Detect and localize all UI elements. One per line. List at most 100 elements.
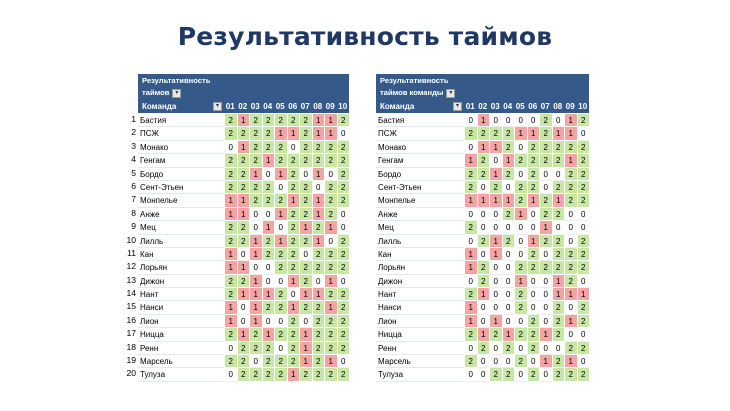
result-cell[interactable]: 1 bbox=[249, 301, 262, 315]
result-cell[interactable]: 1 bbox=[224, 207, 237, 222]
result-cell[interactable]: 2 bbox=[564, 194, 577, 208]
result-cell[interactable]: 2 bbox=[526, 154, 539, 168]
table-row[interactable]: Лорьян 1 2 0 0 2 2 2 2 2 2 bbox=[376, 261, 589, 275]
result-cell[interactable]: 0 bbox=[489, 288, 502, 302]
result-cell[interactable]: 0 bbox=[576, 207, 589, 222]
result-cell[interactable]: 0 bbox=[261, 274, 274, 289]
result-cell[interactable]: 2 bbox=[489, 180, 502, 195]
result-cell[interactable]: 2 bbox=[336, 301, 349, 315]
result-cell[interactable]: 0 bbox=[336, 207, 349, 222]
result-cell[interactable]: 2 bbox=[539, 207, 552, 222]
result-cell[interactable]: 2 bbox=[576, 341, 589, 356]
result-cell[interactable]: 0 bbox=[464, 341, 477, 356]
result-cell[interactable]: 2 bbox=[526, 314, 539, 329]
result-cell[interactable]: 2 bbox=[336, 341, 349, 356]
result-cell[interactable]: 2 bbox=[224, 154, 237, 168]
result-cell[interactable]: 0 bbox=[539, 247, 552, 262]
result-cell[interactable]: 2 bbox=[299, 261, 312, 275]
result-cell[interactable]: 1 bbox=[489, 247, 502, 262]
result-cell[interactable]: 2 bbox=[236, 221, 249, 235]
result-cell[interactable]: 2 bbox=[576, 247, 589, 262]
result-cell[interactable]: 2 bbox=[564, 274, 577, 289]
result-cell[interactable]: 2 bbox=[224, 355, 237, 369]
result-cell[interactable]: 0 bbox=[551, 341, 564, 356]
result-cell[interactable]: 0 bbox=[464, 207, 477, 222]
result-cell[interactable]: 1 bbox=[286, 368, 299, 382]
result-cell[interactable]: 1 bbox=[261, 221, 274, 235]
result-cell[interactable]: 2 bbox=[286, 180, 299, 195]
result-cell[interactable]: 1 bbox=[514, 207, 527, 222]
result-cell[interactable]: 2 bbox=[514, 180, 527, 195]
result-cell[interactable]: 0 bbox=[261, 207, 274, 222]
filter-dropdown-icon[interactable]: ▾ bbox=[172, 88, 182, 98]
result-cell[interactable]: 2 bbox=[336, 114, 349, 128]
result-cell[interactable]: 2 bbox=[286, 207, 299, 222]
result-cell[interactable]: 1 bbox=[539, 328, 552, 342]
result-cell[interactable]: 1 bbox=[539, 221, 552, 235]
result-cell[interactable]: 0 bbox=[299, 314, 312, 329]
result-cell[interactable]: 1 bbox=[224, 314, 237, 329]
result-cell[interactable]: 0 bbox=[476, 301, 489, 315]
result-cell[interactable]: 2 bbox=[526, 328, 539, 342]
result-cell[interactable]: 2 bbox=[551, 180, 564, 195]
result-cell[interactable]: 2 bbox=[311, 301, 324, 315]
result-cell[interactable]: 2 bbox=[539, 261, 552, 275]
result-cell[interactable]: 1 bbox=[476, 288, 489, 302]
result-cell[interactable]: 0 bbox=[249, 221, 262, 235]
result-cell[interactable]: 0 bbox=[539, 301, 552, 315]
result-cell[interactable]: 1 bbox=[249, 234, 262, 248]
result-cell[interactable]: 1 bbox=[286, 274, 299, 289]
result-cell[interactable]: 2 bbox=[286, 355, 299, 369]
result-cell[interactable]: 2 bbox=[501, 368, 514, 382]
result-cell[interactable]: 1 bbox=[564, 154, 577, 168]
result-cell[interactable]: 2 bbox=[286, 234, 299, 248]
result-cell[interactable]: 2 bbox=[526, 167, 539, 181]
result-cell[interactable]: 1 bbox=[564, 288, 577, 302]
result-cell[interactable]: 0 bbox=[336, 127, 349, 141]
result-cell[interactable]: 1 bbox=[489, 194, 502, 208]
result-cell[interactable]: 2 bbox=[324, 328, 337, 342]
result-cell[interactable]: 2 bbox=[236, 355, 249, 369]
result-cell[interactable]: 1 bbox=[286, 301, 299, 315]
table-row[interactable]: Тулуза 0 2 2 2 2 1 2 2 2 2 bbox=[138, 368, 349, 382]
result-cell[interactable]: 2 bbox=[311, 355, 324, 369]
result-cell[interactable]: 1 bbox=[286, 194, 299, 208]
result-cell[interactable]: 2 bbox=[311, 341, 324, 356]
result-cell[interactable]: 2 bbox=[286, 154, 299, 168]
result-cell[interactable]: 1 bbox=[464, 314, 477, 329]
result-cell[interactable]: 2 bbox=[336, 167, 349, 181]
result-cell[interactable]: 2 bbox=[261, 341, 274, 356]
result-cell[interactable]: 0 bbox=[224, 140, 237, 155]
result-cell[interactable]: 0 bbox=[261, 261, 274, 275]
result-cell[interactable]: 2 bbox=[551, 355, 564, 369]
result-cell[interactable]: 2 bbox=[514, 154, 527, 168]
result-cell[interactable]: 2 bbox=[576, 368, 589, 382]
result-cell[interactable]: 0 bbox=[274, 221, 287, 235]
result-cell[interactable]: 2 bbox=[311, 154, 324, 168]
result-cell[interactable]: 2 bbox=[514, 288, 527, 302]
table-row[interactable]: Лион 1 0 1 0 0 2 0 2 1 2 bbox=[376, 314, 589, 329]
result-cell[interactable]: 1 bbox=[274, 207, 287, 222]
result-cell[interactable]: 2 bbox=[514, 261, 527, 275]
result-cell[interactable]: 2 bbox=[224, 274, 237, 289]
result-cell[interactable]: 1 bbox=[311, 127, 324, 141]
result-cell[interactable]: 2 bbox=[526, 368, 539, 382]
result-cell[interactable]: 2 bbox=[324, 247, 337, 262]
result-cell[interactable]: 1 bbox=[476, 114, 489, 128]
result-cell[interactable]: 0 bbox=[514, 314, 527, 329]
table-row[interactable]: Лорьян 1 1 0 0 2 2 2 2 2 2 bbox=[138, 261, 349, 275]
result-cell[interactable]: 2 bbox=[324, 207, 337, 222]
result-cell[interactable]: 1 bbox=[501, 194, 514, 208]
result-cell[interactable]: 0 bbox=[464, 140, 477, 155]
result-cell[interactable]: 2 bbox=[261, 247, 274, 262]
result-cell[interactable]: 2 bbox=[576, 301, 589, 315]
result-cell[interactable]: 2 bbox=[476, 234, 489, 248]
result-cell[interactable]: 1 bbox=[464, 247, 477, 262]
result-cell[interactable]: 2 bbox=[476, 154, 489, 168]
result-cell[interactable]: 0 bbox=[501, 274, 514, 289]
result-cell[interactable]: 1 bbox=[224, 301, 237, 315]
result-cell[interactable]: 0 bbox=[539, 314, 552, 329]
result-cell[interactable]: 2 bbox=[224, 114, 237, 128]
result-cell[interactable]: 1 bbox=[526, 194, 539, 208]
table-row[interactable]: Марсель 2 2 0 2 2 2 1 2 1 0 bbox=[138, 355, 349, 369]
